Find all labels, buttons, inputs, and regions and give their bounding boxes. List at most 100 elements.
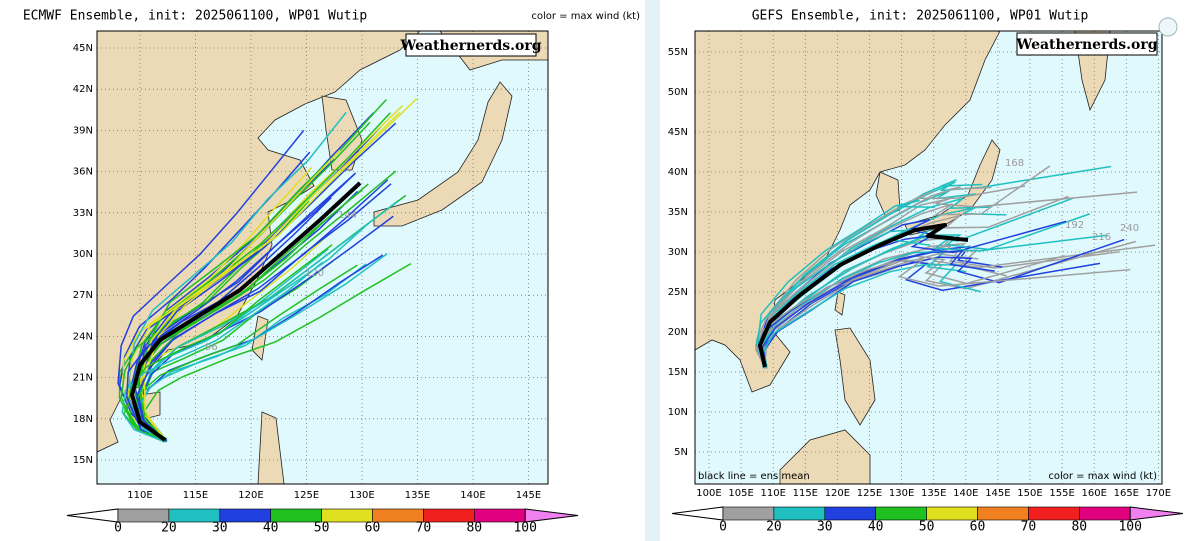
colorbar-segment	[722, 506, 775, 521]
lon-label: 120E	[825, 488, 850, 499]
lon-label: 130E	[349, 490, 374, 501]
lat-label: 10N	[668, 407, 688, 418]
colorbar-label: 50	[314, 521, 330, 536]
track-label: 240	[1120, 223, 1139, 234]
track-label: 96	[205, 342, 218, 353]
colorbar-segment	[1079, 506, 1131, 521]
colorbar-label: 0	[719, 520, 727, 535]
colorbar-label: 40	[868, 520, 884, 535]
lat-label: 45N	[73, 43, 93, 54]
lat-label: 45N	[668, 127, 688, 138]
ensemble-track	[143, 98, 418, 441]
ensemble-track	[126, 197, 332, 441]
colorbar-segment	[1028, 506, 1080, 521]
colorbar-label: 20	[161, 521, 177, 536]
lat-label: 33N	[73, 208, 93, 219]
colorbar-label: 60	[365, 521, 381, 536]
lon-label: 150E	[1017, 488, 1042, 499]
track-label: 216	[1092, 232, 1111, 243]
colorbar-label: 80	[1071, 520, 1087, 535]
lon-label: 110E	[760, 488, 785, 499]
ensemble-track	[755, 258, 1131, 369]
lon-label: 125E	[294, 490, 319, 501]
land	[257, 411, 285, 484]
lat-label: 25N	[668, 287, 688, 298]
colorbar-segment	[875, 506, 927, 521]
lon-label: 165E	[1114, 488, 1139, 499]
map-frame	[96, 30, 549, 485]
land	[834, 291, 846, 316]
lon-label: 145E	[516, 490, 541, 501]
ensemble-track	[139, 111, 401, 439]
land	[834, 327, 876, 426]
mean-track	[130, 181, 362, 442]
ensemble-track	[762, 238, 1125, 368]
lon-label: 130E	[889, 488, 914, 499]
lon-label: 135E	[921, 488, 946, 499]
colorbar-segment	[977, 506, 1029, 521]
colorbar-label: 30	[817, 520, 833, 535]
icon-circle[interactable]	[1158, 17, 1178, 37]
watermark: Weathernerds.org	[1016, 37, 1158, 53]
map	[97, 31, 548, 484]
lon-label: 100E	[696, 488, 721, 499]
mean-track	[758, 223, 969, 368]
lat-label: 15N	[73, 455, 93, 466]
lat-label: 50N	[668, 87, 688, 98]
lon-label: 155E	[1049, 488, 1074, 499]
panel-title: GEFS Ensemble, init: 2025061100, WP01 Wu…	[752, 9, 1089, 24]
lat-label: 55N	[668, 47, 688, 58]
colorbar-label: 100	[513, 521, 536, 536]
lon-label: 135E	[405, 490, 430, 501]
colorbar-segment	[824, 506, 876, 521]
ensemble-track	[762, 264, 982, 369]
colorbar-label: 20	[766, 520, 782, 535]
colorbar-label: 70	[1021, 520, 1037, 535]
track-label: 120	[305, 268, 324, 279]
lat-label: 39N	[73, 125, 93, 136]
lat-label: 30N	[73, 249, 93, 260]
lat-label: 20N	[668, 327, 688, 338]
lon-label: 115E	[183, 490, 208, 501]
colorbar-end	[1129, 506, 1184, 521]
expand-icon[interactable]	[1158, 17, 1178, 37]
panel-title: ECMWF Ensemble, init: 2025061100, WP01 W…	[23, 9, 368, 24]
lon-label: 115E	[793, 488, 818, 499]
track-label: 168	[1005, 158, 1024, 169]
ensemble-track	[132, 121, 371, 442]
land	[779, 429, 871, 484]
ensemble-track	[761, 250, 995, 366]
ensemble-track	[121, 261, 324, 443]
lon-label: 145E	[985, 488, 1010, 499]
lat-label: 42N	[73, 84, 93, 95]
track-label: 192	[1065, 220, 1084, 231]
lon-label: 110E	[127, 490, 152, 501]
lat-label: 35N	[668, 207, 688, 218]
lon-label: 160E	[1081, 488, 1106, 499]
watermark-box	[405, 33, 537, 57]
lat-label: 40N	[668, 167, 688, 178]
lat-label: 18N	[73, 414, 93, 425]
lon-label: 125E	[857, 488, 882, 499]
colorbar-label: 60	[970, 520, 986, 535]
lon-label: 120E	[238, 490, 263, 501]
lon-label: 140E	[953, 488, 978, 499]
lat-label: 5N	[674, 447, 688, 458]
lat-label: 24N	[73, 331, 93, 342]
colorbar-label: 70	[416, 521, 432, 536]
lat-label: 36N	[73, 167, 93, 178]
colorbar-segment	[773, 506, 826, 521]
track-label: 144	[338, 210, 357, 221]
lat-label: 27N	[73, 290, 93, 301]
lon-label: 170E	[1146, 488, 1171, 499]
colorbar-label: 50	[919, 520, 935, 535]
ensemble-track	[126, 244, 333, 442]
color-note: color = max wind (kt)	[531, 11, 640, 22]
ensemble-track	[137, 98, 387, 440]
colorbar-label: 80	[466, 521, 482, 536]
lat-label: 30N	[668, 247, 688, 258]
color-note: color = max wind (kt)	[1048, 471, 1157, 482]
lat-label: 15N	[668, 367, 688, 378]
ensemble-track	[755, 185, 1026, 366]
